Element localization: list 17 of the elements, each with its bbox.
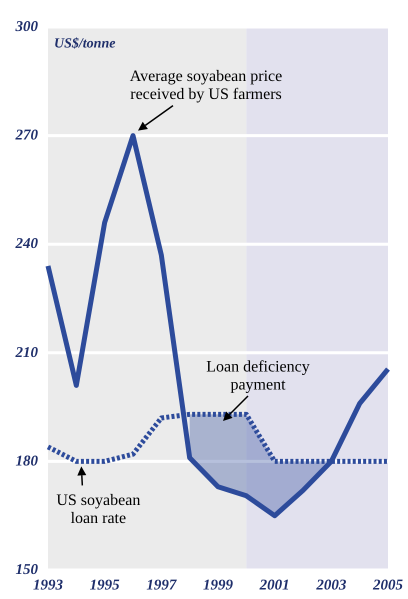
x-tick-label: 1997 — [146, 578, 177, 594]
y-tick-label: 240 — [14, 236, 38, 252]
x-tick-label: 1993 — [33, 578, 64, 594]
x-tick-label: 1995 — [90, 578, 120, 594]
y-axis-title: US$/tonne — [54, 36, 116, 52]
x-tick-label: 2005 — [372, 578, 404, 594]
x-tick-label: 2001 — [258, 578, 290, 594]
annotation: US soyabean loan rate — [56, 492, 140, 527]
y-tick-label: 300 — [14, 19, 38, 35]
y-tick-label: 180 — [16, 453, 38, 470]
y-tick-label: 150 — [16, 562, 38, 578]
annotation: Average soyabean price received by US farmers — [130, 68, 282, 104]
y-tick-label: 270 — [14, 128, 38, 144]
annotation: Loan deficiency payment — [206, 358, 310, 394]
x-tick-label: 1999 — [203, 578, 234, 594]
y-tick-label: 210 — [14, 344, 38, 361]
x-tick-label: 2003 — [315, 578, 347, 594]
